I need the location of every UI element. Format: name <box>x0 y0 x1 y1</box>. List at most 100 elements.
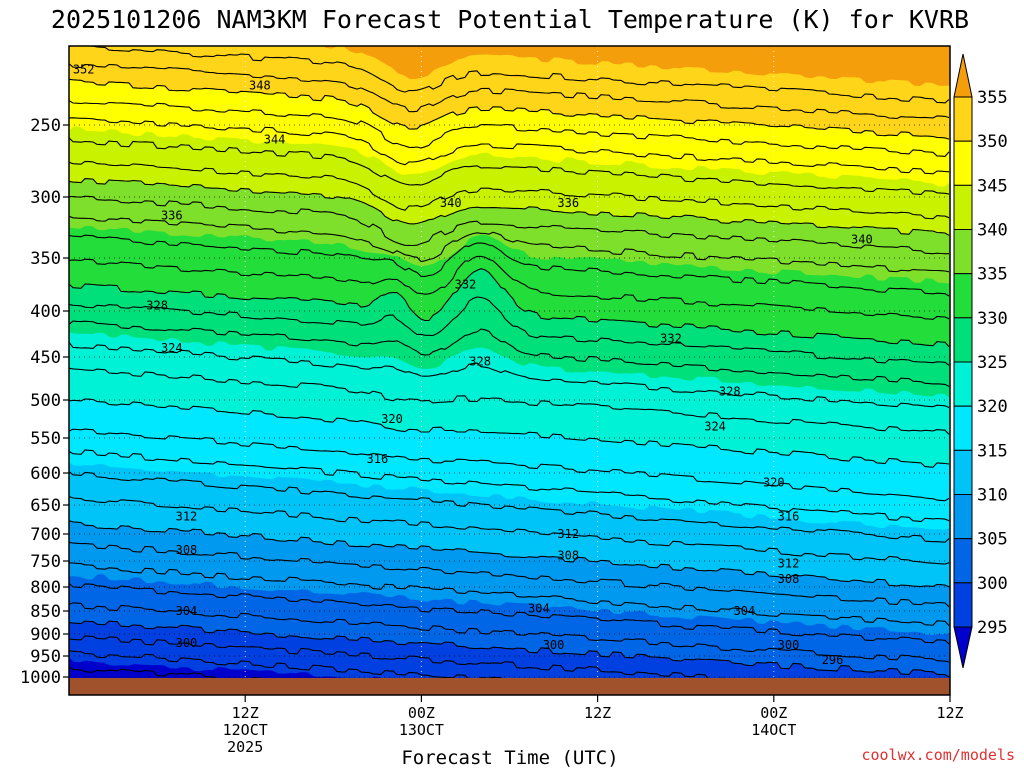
plot-frame <box>68 45 951 696</box>
contour-label: 312 <box>176 510 198 524</box>
x-tick-label: 13OCT <box>399 721 444 739</box>
contour-label: 304 <box>528 602 550 616</box>
colorbar: 355 350 345 340 335 330 325 320 315 310 305 300 295 <box>953 53 1008 669</box>
contour-label: 328 <box>146 299 168 313</box>
contour-label: 336 <box>557 196 579 210</box>
contour-label: 308 <box>557 549 579 563</box>
colorbar-segment <box>953 140 973 186</box>
shaded-bands <box>69 46 950 678</box>
contour-label: 344 <box>264 132 286 146</box>
isentrope-306 <box>69 582 950 645</box>
colorbar-segment <box>953 449 973 496</box>
contour-label: 304 <box>734 604 756 618</box>
contour-label: 340 <box>440 196 462 210</box>
contour-label: 308 <box>176 543 198 557</box>
colorbar-label: 355 <box>977 88 1008 108</box>
contour-label: 340 <box>851 233 873 247</box>
isentrope-328 <box>69 320 950 387</box>
contour-label: 324 <box>161 341 183 355</box>
colorbar-label: 320 <box>977 397 1008 417</box>
y-tick-label: 800 <box>30 578 61 598</box>
y-tick-label: 650 <box>30 496 61 516</box>
credit-text: coolwx.com/models <box>861 746 1015 764</box>
x-tick-label: 00Z <box>408 704 435 722</box>
contour-label: 296 <box>822 653 844 667</box>
contour-label: 336 <box>161 208 183 222</box>
colorbar-label: 340 <box>977 221 1008 241</box>
isentrope-342 <box>69 178 950 236</box>
y-axis: 250 300 350 400 450 500 550 600 650 700 750 800 850 9… <box>20 116 69 688</box>
x-tick-label: 12Z <box>232 704 259 722</box>
band-357 <box>284 46 950 86</box>
colorbar-label: 305 <box>977 530 1008 550</box>
isentrope-316 <box>69 471 950 543</box>
colorbar-segment <box>953 184 973 230</box>
isentrope-330 <box>69 296 950 366</box>
isentrope-310 <box>69 541 950 608</box>
colorbar-segment <box>953 538 973 584</box>
colorbar-label: 310 <box>977 486 1008 506</box>
y-tick-label: 300 <box>30 188 61 208</box>
colorbar-bottom-triangle <box>953 626 973 669</box>
colorbar-segment <box>953 494 973 540</box>
isentrope-352 <box>69 78 950 140</box>
contour-lines <box>69 46 950 678</box>
y-tick-label: 500 <box>30 391 61 411</box>
isentrope-312 <box>69 520 950 588</box>
contour-label: 304 <box>176 604 198 618</box>
contour-label: 332 <box>660 332 682 346</box>
isentrope-298 <box>69 650 503 678</box>
x-axis-label: Forecast Time (UTC) <box>401 747 618 768</box>
x-tick-label: 12Z <box>584 704 611 722</box>
isentrope-356 <box>69 46 950 104</box>
x-tick-label: 00Z <box>760 704 787 722</box>
isentrope-324 <box>69 367 950 435</box>
y-tick-label: 900 <box>30 625 61 645</box>
x-tick-label: 2025 <box>227 738 263 756</box>
colorbar-label: 335 <box>977 265 1008 285</box>
isentrope-338 <box>69 215 950 273</box>
colorbar-segment <box>953 229 973 275</box>
contour-label: 312 <box>778 557 800 571</box>
colorbar-label: 330 <box>977 309 1008 329</box>
contour-label: 312 <box>557 527 579 541</box>
colorbar-label: 295 <box>977 618 1008 638</box>
contour-label: 316 <box>367 452 389 466</box>
isentrope-322 <box>69 398 950 468</box>
isentrope-334 <box>69 255 950 320</box>
colorbar-segment <box>953 582 973 628</box>
colorbar-segment <box>953 405 973 451</box>
isentrope-300 <box>69 635 737 678</box>
y-tick-label: 450 <box>30 348 61 368</box>
colorbar-label: 345 <box>977 176 1008 196</box>
ground-strip <box>69 678 950 695</box>
contour-label: 320 <box>763 476 785 490</box>
colorbar-segment <box>953 361 973 407</box>
colorbar-label: 325 <box>977 353 1008 373</box>
chart-title: 2025101206 NAM3KM Forecast Potential Tem… <box>51 5 969 34</box>
isentrope-302 <box>69 620 950 678</box>
y-tick-label: 600 <box>30 464 61 484</box>
isentrope-326 <box>69 341 950 409</box>
y-tick-label: 750 <box>30 552 61 572</box>
isentrope-350 <box>69 100 950 157</box>
isentrope-354 <box>69 63 950 120</box>
contour-label: 332 <box>455 278 477 292</box>
x-tick-label: 14OCT <box>751 721 796 739</box>
colorbar-label: 300 <box>977 574 1008 594</box>
colorbar-segment <box>953 96 973 142</box>
isentrope-308 <box>69 562 950 626</box>
isentrope-344 <box>69 160 950 220</box>
y-tick-label: 550 <box>30 429 61 449</box>
colorbar-top-triangle <box>953 53 973 98</box>
isentrope-346 <box>69 137 950 195</box>
colorbar-label: 315 <box>977 441 1008 461</box>
contour-label: 308 <box>778 572 800 586</box>
contour-label: 324 <box>704 420 726 434</box>
contour-label: 348 <box>249 79 271 93</box>
contour-label: 300 <box>543 638 565 652</box>
colorbar-segment <box>953 317 973 363</box>
